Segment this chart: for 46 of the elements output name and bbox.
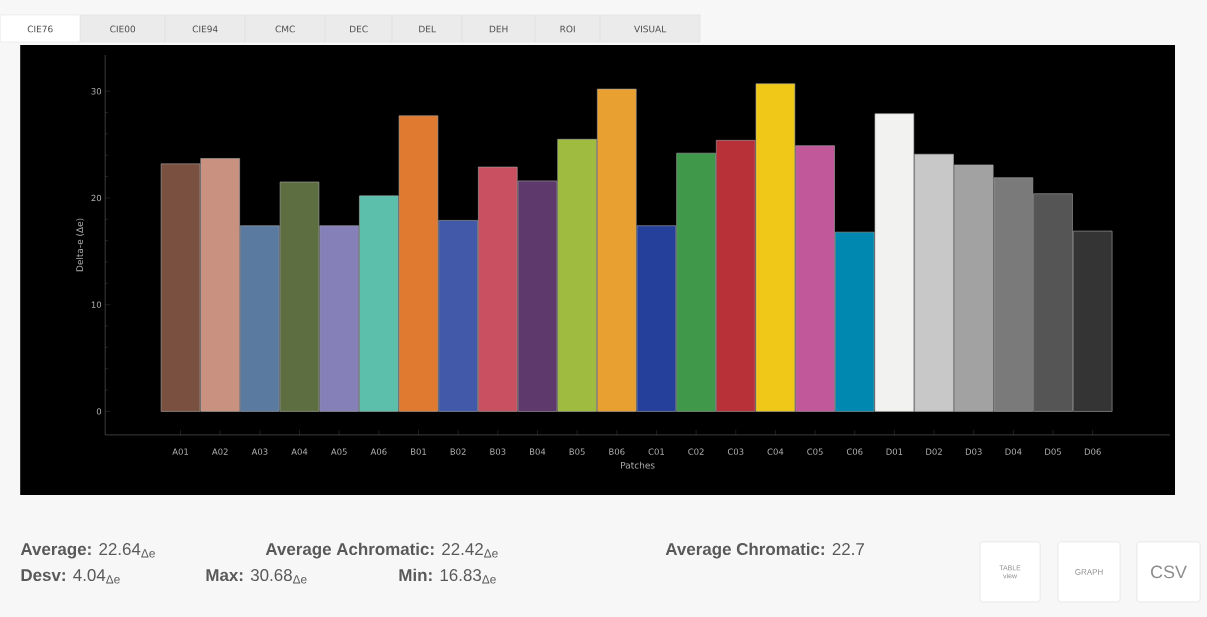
- text: CMC: [275, 25, 295, 33]
- text: CIE94: [192, 25, 218, 33]
- x-tick-label: C02: [688, 448, 704, 455]
- text: DEC: [350, 25, 368, 33]
- x-tick-label: A04: [291, 448, 308, 455]
- text: DEL: [419, 25, 436, 33]
- text: VISUAL: [634, 25, 667, 33]
- text: Average Achromatic: 22.42$_{Δe}$: [265, 542, 498, 559]
- x-tick-label: A05: [330, 448, 347, 455]
- text: CIE76: [27, 25, 53, 33]
- x-tick-label: D05: [1045, 448, 1061, 455]
- x-tick-label: B01: [411, 448, 426, 455]
- text: Min: 16.83$_{Δe}$: [399, 568, 496, 584]
- x-axis-title: Patches: [621, 461, 655, 469]
- text: Average: 22.64$_{Δe}$: [20, 543, 155, 559]
- x-tick-label: B04: [530, 448, 546, 455]
- text: CIE00: [110, 25, 136, 33]
- y-axis-title: Delta-e (Δe): [76, 218, 85, 272]
- x-tick-label: C05: [807, 448, 823, 455]
- x-tick-label: B05: [569, 448, 585, 455]
- x-tick-label: A03: [251, 448, 268, 455]
- text: Desv: 4.04$_{Δe}$: [21, 569, 120, 584]
- x-tick-label: A02: [211, 448, 228, 455]
- y-tick-label: 10: [91, 301, 102, 308]
- x-tick-label: D03: [965, 448, 982, 455]
- text: DEH: [489, 25, 508, 33]
- x-tick-label: C04: [767, 448, 784, 455]
- text: ROI: [560, 25, 575, 33]
- y-tick-label: 30: [91, 88, 102, 95]
- x-tick-label: D04: [1005, 448, 1022, 455]
- x-tick-label: D02: [926, 448, 942, 455]
- x-tick-label: C06: [846, 448, 863, 455]
- x-tick-label: D06: [1084, 448, 1101, 455]
- x-tick-label: B06: [609, 448, 625, 455]
- y-tick-label: 0: [96, 408, 102, 415]
- text: CSV: [1150, 565, 1187, 579]
- x-tick-label: D01: [886, 448, 903, 455]
- x-tick-label: B03: [490, 448, 506, 455]
- text: Average Chromatic: 22.7: [665, 542, 864, 559]
- x-tick-label: A06: [370, 448, 387, 455]
- x-tick-label: A01: [172, 448, 189, 455]
- text: Max: 30.68$_{Δe}$: [206, 569, 307, 584]
- x-tick-label: C01: [648, 448, 664, 455]
- x-tick-label: C03: [727, 448, 744, 455]
- x-tick-label: B02: [450, 448, 466, 455]
- y-tick-label: 20: [91, 194, 102, 202]
